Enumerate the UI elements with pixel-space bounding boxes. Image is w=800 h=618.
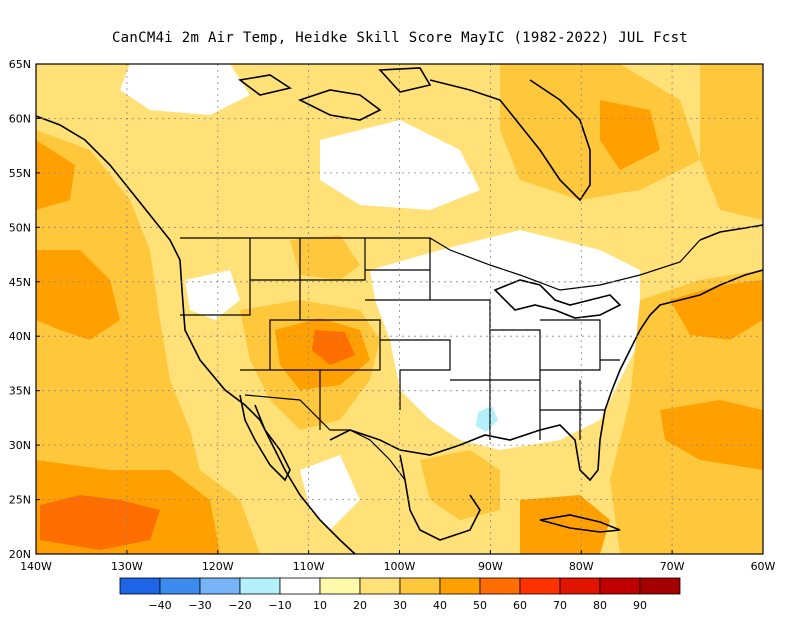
region-atlantic-south: [660, 400, 763, 470]
region-pacific-west-coast: [36, 140, 75, 210]
region-mississippi-cyan: [476, 406, 498, 432]
lat-label: 40N: [9, 330, 31, 343]
region-west-white: [185, 270, 240, 320]
colorbar-label: −10: [268, 599, 291, 612]
atlantic-coastline: [604, 269, 764, 411]
longitude-labels: 140W 130W 120W 110W 100W 90W 80W 70W 60W: [20, 550, 776, 573]
colorbar-label: −20: [228, 599, 251, 612]
arctic-islands: [238, 67, 432, 121]
skill-regions: [36, 64, 763, 554]
lat-label: 60N: [9, 112, 31, 125]
lon-label: 110W: [293, 560, 325, 573]
latitude-labels: 65N 60N 55N 50N 45N 40N 35N 30N 25N 20N: [9, 58, 40, 561]
coastlines: [35, 67, 764, 555]
lat-label: 35N: [9, 385, 31, 398]
region-caribbean-orange: [520, 495, 610, 554]
lon-label: 140W: [20, 560, 52, 573]
region-pacific-deep: [36, 250, 120, 340]
lat-label: 20N: [9, 548, 31, 561]
region-atlantic-hot: [670, 280, 763, 340]
region-mexico-white: [300, 455, 360, 530]
lat-label: 65N: [9, 58, 31, 71]
cuba-coastline: [539, 514, 621, 533]
us-mexico-border: [244, 394, 406, 481]
colorbar-label: 90: [633, 599, 647, 612]
colorbar-label: 10: [313, 599, 327, 612]
us-canada-border: [180, 237, 701, 291]
hudson-bay-coastline: [429, 79, 591, 202]
region-northeast-hot: [600, 100, 660, 170]
colorbar-swatch: [599, 577, 641, 595]
region-labrador-light: [700, 64, 763, 220]
colorbar-label: −40: [148, 599, 171, 612]
colorbar-label: 20: [353, 599, 367, 612]
region-pacific-hot: [40, 495, 160, 550]
colorbar-label: 40: [433, 599, 447, 612]
great-lakes: [493, 279, 622, 319]
lon-label: 70W: [660, 560, 685, 573]
lat-label: 50N: [9, 221, 31, 234]
pacific-coastline: [35, 115, 356, 555]
colorbar: [119, 577, 681, 595]
colorbar-label: 70: [553, 599, 567, 612]
colorbar-swatch: [559, 577, 601, 595]
colorbar-swatch: [319, 577, 361, 595]
colorbar-swatch: [119, 577, 161, 595]
lat-label: 30N: [9, 439, 31, 452]
colorbar-swatch: [519, 577, 561, 595]
region-southwest-peak: [312, 330, 355, 365]
colorbar-swatch: [639, 577, 681, 595]
lon-label: 120W: [202, 560, 234, 573]
baja-coastline: [239, 394, 291, 482]
lat-label: 55N: [9, 167, 31, 180]
colorbar-swatch: [239, 577, 281, 595]
region-central-white: [370, 230, 640, 450]
lon-label: 90W: [478, 560, 503, 573]
colorbar-swatch: [199, 577, 241, 595]
lat-label: 25N: [9, 494, 31, 507]
lat-label: 45N: [9, 276, 31, 289]
figure-title: CanCM4i 2m Air Temp, Heidke Skill Score …: [111, 30, 689, 46]
colorbar-label: 30: [393, 599, 407, 612]
colorbar-label: 50: [473, 599, 487, 612]
colorbar-swatch: [439, 577, 481, 595]
colorbar-labels: −40 −30 −20 −10 10 20 30 40 50 60 70 80 90: [148, 599, 647, 612]
lon-label: 60W: [751, 560, 776, 573]
region-canada-white: [320, 120, 480, 210]
colorbar-swatch: [159, 577, 201, 595]
colorbar-swatch: [399, 577, 441, 595]
lon-label: 130W: [111, 560, 143, 573]
colorbar-label: −30: [188, 599, 211, 612]
mexico-gulf-coastline: [399, 454, 481, 541]
region-plains-orange: [290, 235, 360, 280]
graticule: [36, 64, 763, 554]
colorbar-swatch: [279, 577, 321, 595]
colorbar-label: 60: [513, 599, 527, 612]
canada-east-coastline: [699, 224, 764, 241]
lon-label: 100W: [384, 560, 416, 573]
lon-label: 80W: [569, 560, 594, 573]
region-gulf-orange: [420, 450, 500, 520]
colorbar-swatch: [479, 577, 521, 595]
colorbar-swatch: [359, 577, 401, 595]
colorbar-label: 80: [593, 599, 607, 612]
region-pacific-orange: [36, 130, 260, 554]
